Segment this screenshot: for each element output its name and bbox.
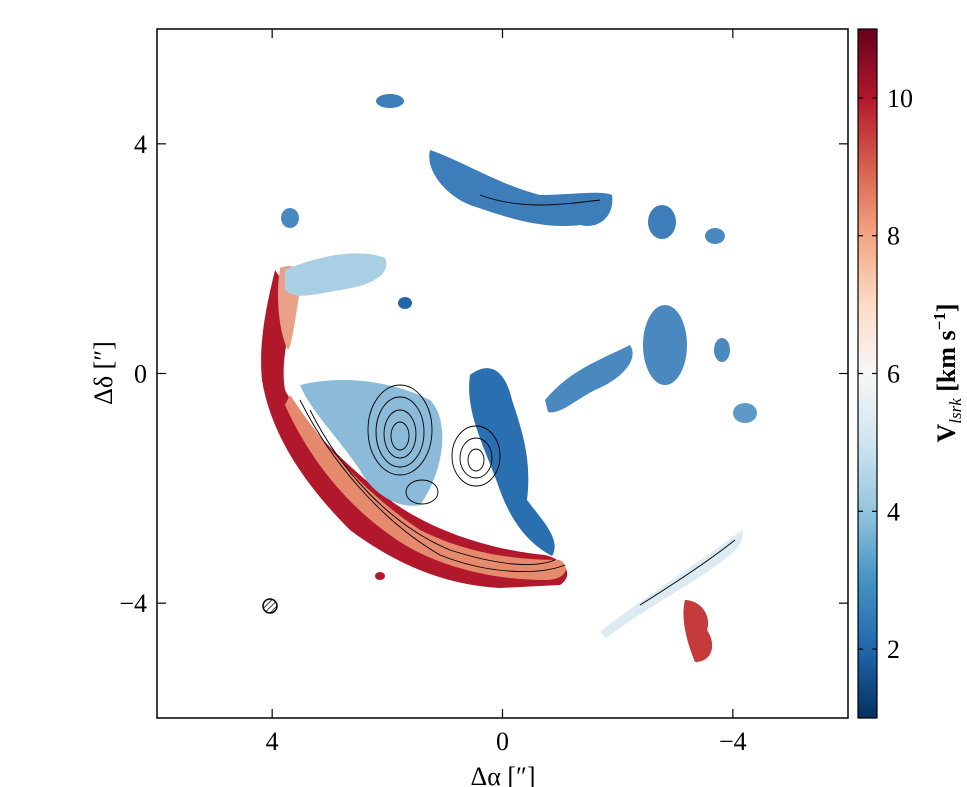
blob: [648, 205, 676, 239]
blob: [733, 403, 757, 423]
x-axis-label: Δα [″]: [471, 762, 536, 787]
central-blue: [469, 368, 555, 556]
x-tick-label: 0: [496, 727, 509, 756]
lower-streak: [600, 530, 743, 638]
colorbar-label: Vlsrk [km s−1]: [930, 303, 965, 442]
blob: [375, 572, 385, 580]
velocity-map: [261, 94, 757, 662]
red-arc-inner: [285, 395, 566, 580]
label-sub: lsrk: [946, 398, 965, 424]
blob: [714, 338, 730, 362]
upper-streak: [429, 150, 613, 226]
label-units: [km s: [932, 330, 961, 398]
red-arc: [261, 270, 568, 588]
label-close: ]: [932, 303, 961, 312]
y-tick-label: 4: [134, 130, 147, 159]
colorbar-tick-label: 4: [887, 497, 900, 526]
plot-frame: [156, 28, 849, 719]
label-main: V: [932, 424, 961, 443]
blob: [705, 228, 725, 244]
beam: [262, 598, 278, 614]
blob: [376, 94, 404, 108]
y-tick-label: 0: [134, 360, 147, 389]
y-axis-label: Δδ [″]: [89, 341, 118, 405]
colorbar-tick-label: 10: [887, 84, 913, 113]
x-tick-label: 4: [266, 727, 279, 756]
right-streak: [545, 345, 633, 413]
blob: [398, 297, 412, 309]
colorbar-tick-label: 2: [887, 635, 900, 664]
y-tick-label: −4: [119, 589, 147, 618]
colorbar-tick-label: 6: [887, 360, 900, 389]
colorbar-tick-label: 8: [887, 222, 900, 251]
light-arc: [285, 253, 387, 296]
x-tick-label: −4: [719, 727, 747, 756]
label-sup: −1: [930, 312, 949, 330]
blob: [643, 305, 687, 385]
red-blob: [683, 600, 713, 662]
contours: [299, 194, 736, 606]
blob: [281, 208, 299, 228]
